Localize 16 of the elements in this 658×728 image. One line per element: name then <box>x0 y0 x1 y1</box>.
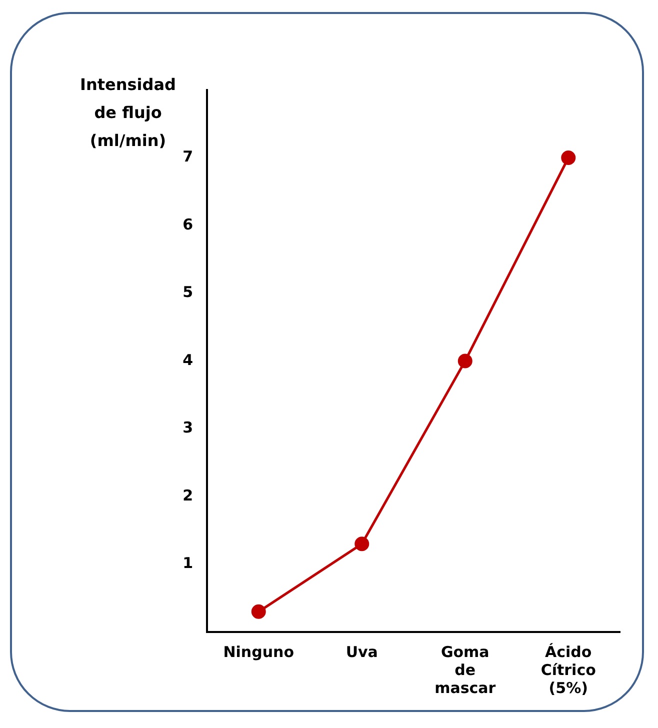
x-tick-label: Goma de mascar <box>434 642 496 697</box>
x-tick-label: Ácido Cítrico (5%) <box>540 642 596 697</box>
y-axis-title: Intensidad de flujo (ml/min) <box>80 75 176 150</box>
y-tick-label: 6 <box>182 215 193 234</box>
x-tick-label: Ninguno <box>223 642 294 661</box>
point <box>561 150 576 165</box>
y-tick-label: 3 <box>182 418 193 437</box>
point <box>458 354 472 368</box>
y-tick-label: 1 <box>182 554 193 572</box>
point <box>251 604 266 619</box>
y-tick-label: 7 <box>182 148 193 166</box>
y-tick-label: 5 <box>182 283 193 302</box>
y-tick-label: 4 <box>182 350 193 369</box>
x-tick-label: Uva <box>346 642 378 661</box>
point <box>354 536 370 552</box>
y-tick-label: 2 <box>182 486 193 504</box>
